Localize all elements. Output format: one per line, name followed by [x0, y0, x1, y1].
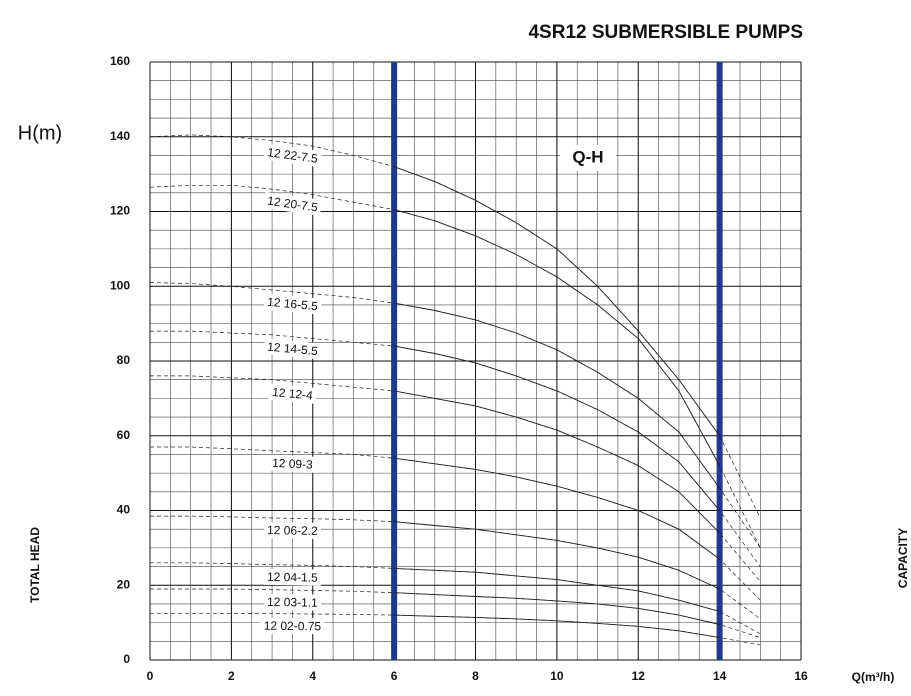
- curve-label: 12 16-5.5: [267, 295, 319, 314]
- y-tick-label: 160: [110, 54, 130, 68]
- y-tick-label: 60: [117, 428, 131, 442]
- curve: [393, 209, 720, 466]
- curve: [394, 390, 720, 534]
- annotation: Q-H: [572, 147, 603, 166]
- curve-label-bg: [263, 143, 323, 168]
- curve: [394, 567, 720, 612]
- curve-label: 12 14-5.5: [267, 340, 319, 359]
- x-tick-label: 4: [309, 669, 316, 683]
- plot: 12 22-7.5 12 20-7.5 12 16-5.5 12 14-5.5 12 1…: [149, 134, 761, 646]
- y-tick-label: 100: [110, 278, 130, 292]
- curve-label: 12 04-1.5: [267, 570, 318, 585]
- curve-label: 12 03-1.1: [267, 595, 318, 610]
- x-tick-label: 16: [794, 669, 808, 683]
- curve-label: 12 09-3: [272, 456, 314, 472]
- curve-label-group: 12 02-0.75: [260, 617, 325, 635]
- y-axis-unit: H(m): [18, 122, 62, 144]
- curve-dashed: [149, 282, 761, 549]
- curve-label: 12 22-7.5: [266, 145, 318, 166]
- curve-label-bg: [263, 593, 322, 611]
- curve-dashed: [150, 330, 761, 567]
- x-tick-label: 12: [632, 669, 646, 683]
- x-tick-label: 2: [228, 669, 235, 683]
- curve-label: 12 06-2.2: [267, 523, 318, 538]
- curve: [394, 345, 720, 511]
- curve-label-group: 12 14-5.5: [263, 338, 322, 360]
- curve-label-group: 12 06-2.2: [263, 522, 322, 540]
- curve-dashed: [150, 612, 761, 646]
- curve-label-bg: [263, 192, 323, 216]
- x-tick-label: 8: [472, 669, 479, 683]
- curve-label: 12 20-7.5: [266, 194, 318, 215]
- y-tick-label: 20: [117, 577, 131, 591]
- curve-label-bg: [263, 522, 322, 540]
- curve-label-group: 12 03-1.1: [263, 593, 322, 611]
- x-tick-label: 10: [550, 669, 564, 683]
- y-axis-label: TOTAL HEAD: [28, 527, 42, 603]
- curve-label-group: 12 22-7.5: [263, 143, 323, 168]
- curve-label-bg: [260, 617, 325, 635]
- curve: [394, 614, 720, 639]
- curve: [394, 457, 720, 560]
- y-tick-label: 140: [110, 129, 130, 143]
- chart-title: 4SR12 SUBMERSIBLE PUMPS: [528, 22, 803, 43]
- curve-label-group: 12 16-5.5: [263, 293, 322, 315]
- curve: [394, 521, 720, 590]
- x-axis-unit: Q(m³/h): [852, 670, 895, 684]
- curve-label: 12 02-0.75: [264, 619, 322, 634]
- y-tick-label: 40: [117, 503, 131, 517]
- y-tick-label: 0: [123, 652, 130, 666]
- curve-dashed: [150, 562, 761, 635]
- curve-label: 12 12-4: [272, 385, 314, 403]
- annotation-box: [560, 145, 616, 171]
- curve-label-bg: [263, 568, 322, 586]
- curve: [394, 592, 720, 625]
- x-tick-label: 6: [391, 669, 398, 683]
- curve-dashed: [150, 446, 761, 601]
- curve-label-group: 12 20-7.5: [263, 192, 323, 216]
- x-tick-label: 0: [147, 669, 154, 683]
- curve-label-group: 12 04-1.5: [263, 568, 322, 586]
- curve: [393, 166, 720, 437]
- curve-label-bg: [263, 338, 322, 360]
- curve-label-bg: [268, 454, 317, 473]
- curve-label-bg: [268, 383, 317, 404]
- x-tick-label: 14: [713, 669, 727, 683]
- y-tick-label: 120: [110, 204, 130, 218]
- curve-label-group: 12 09-3: [268, 454, 317, 473]
- y-tick-label: 80: [117, 353, 131, 367]
- curve-label-group: 12 12-4: [268, 383, 317, 404]
- curve-label-bg: [263, 293, 322, 315]
- x-axis-label: CAPACITY: [896, 528, 910, 588]
- curve: [394, 302, 720, 489]
- curve-dashed: [150, 588, 761, 638]
